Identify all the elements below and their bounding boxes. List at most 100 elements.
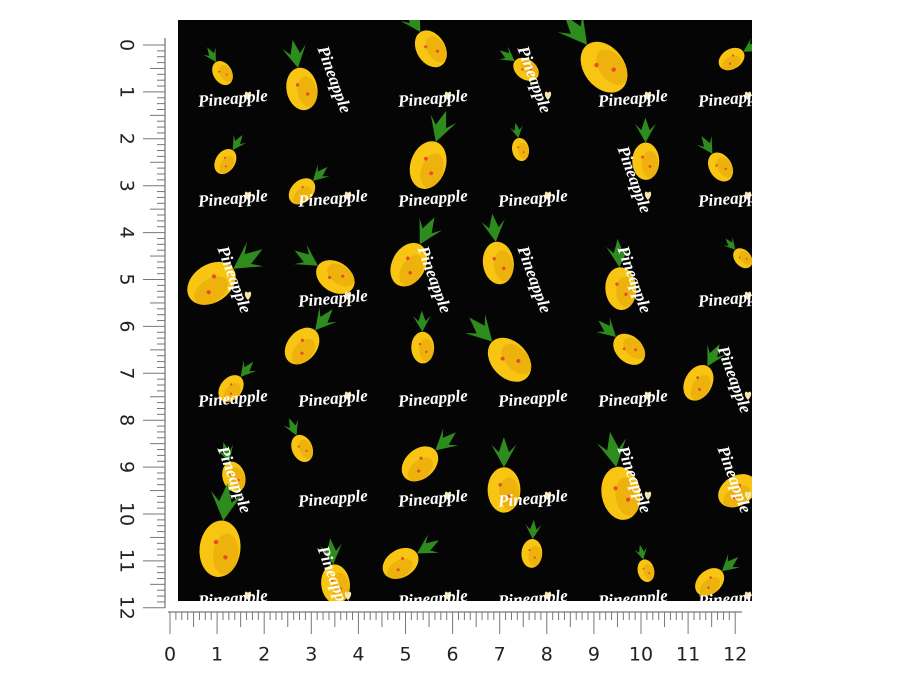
pineapple-shade: [722, 55, 741, 71]
pineapple-dot: [634, 348, 638, 352]
pineapple-dot: [648, 164, 652, 168]
pineapple-shade: [518, 142, 529, 160]
y-ruler-label: 3: [116, 180, 138, 192]
pineapple-dot: [223, 555, 228, 560]
heart: [444, 591, 452, 600]
heart: [744, 591, 752, 600]
pineapple: [632, 117, 660, 180]
pineapple-leaves: [723, 237, 736, 250]
heart: [344, 591, 352, 600]
pineapple-shade: [297, 76, 318, 107]
heart: [444, 491, 452, 500]
pineapple: [605, 238, 637, 310]
pineapple: [294, 244, 355, 294]
pineapple-dot: [300, 338, 304, 342]
pineapple-leaves: [294, 244, 318, 266]
pineapple: [214, 134, 247, 175]
pineapple: [464, 313, 532, 382]
pineapple-shade: [387, 558, 413, 579]
pineapple-dot: [424, 156, 428, 161]
heart: [244, 191, 252, 200]
pineapple: [319, 538, 350, 601]
pineapple-dot: [709, 576, 712, 579]
x-ruler-label: 6: [447, 644, 459, 666]
heart: [544, 91, 552, 100]
pineapple: [521, 519, 543, 568]
y-ruler-label: 12: [116, 596, 138, 620]
pineapple-leaves: [595, 317, 617, 337]
pineapple-leaves: [210, 483, 243, 521]
pineapple-dot: [641, 155, 645, 159]
pineapple-dot: [206, 290, 211, 295]
pineapple-shade: [641, 150, 659, 178]
pineapple-leaves: [525, 519, 542, 540]
x-ruler-label: 2: [258, 644, 270, 666]
pineapple-shade: [223, 383, 241, 402]
heart: [744, 291, 752, 300]
pineapple-shade: [690, 374, 711, 401]
pineapple-shade: [407, 457, 434, 482]
pineapple-dot: [225, 73, 228, 76]
heart: [644, 391, 652, 400]
pineapple-dot: [230, 383, 233, 386]
pineapple-dot: [516, 359, 521, 363]
pineapple-dot: [406, 256, 410, 261]
pineapple-dot: [401, 557, 405, 560]
pineapple-dot: [341, 274, 345, 278]
pineapple: [696, 135, 734, 182]
pineapple-dot: [424, 45, 428, 49]
pineapple-dot: [522, 151, 525, 154]
pineapple-dot: [728, 62, 732, 65]
pineapple-dot: [528, 548, 531, 552]
pineapple: [695, 553, 741, 596]
pineapple-dot: [745, 258, 748, 260]
pineapple-leaves: [282, 39, 306, 68]
pineapple-dot: [224, 156, 227, 159]
pineapple-dot: [408, 270, 413, 275]
pineapple-dot: [492, 257, 496, 261]
pineapple-dot: [295, 83, 300, 87]
pineapple: [218, 360, 257, 402]
x-ruler-label: 9: [588, 644, 600, 666]
pineapple-shade: [615, 477, 640, 516]
pineapple-shade: [616, 276, 636, 308]
y-ruler-label: 5: [116, 273, 138, 285]
pineapple-leaves: [481, 213, 505, 242]
pineapple: [282, 39, 318, 111]
pineapple-dot: [429, 171, 434, 176]
heart: [444, 91, 452, 100]
pineapple: [487, 436, 521, 513]
pineapple-dot: [330, 578, 334, 582]
pineapple: [481, 213, 514, 285]
pineapple: [683, 344, 726, 401]
pineapple-dot: [724, 167, 727, 171]
pineapple-dot: [733, 496, 737, 500]
x-ruler-label: 12: [723, 644, 747, 666]
pineapple-shade: [420, 153, 444, 188]
y-ruler-label: 6: [116, 320, 138, 332]
x-ruler-label: 11: [676, 644, 700, 666]
pineapple-leaves: [635, 117, 656, 143]
pineapple-leaves: [696, 135, 713, 154]
pineapple-leaves: [596, 431, 627, 468]
pineapple-dot: [521, 68, 524, 71]
pineapple-dot: [737, 483, 742, 488]
pineapple-leaves: [491, 436, 517, 468]
pineapple-shade: [298, 439, 314, 460]
pineapple-dot: [594, 62, 599, 68]
pineapple-dot: [533, 556, 536, 559]
pineapple-dot: [419, 456, 423, 460]
pineapple-shade: [520, 60, 539, 76]
pineapple-shade: [498, 477, 520, 511]
pineapple-leaves: [417, 534, 439, 554]
heart: [244, 291, 252, 300]
pineapple-leaves: [319, 538, 342, 565]
pineapple-shade: [293, 186, 312, 205]
pineapple-shade: [213, 533, 239, 575]
y-ruler-label: 9: [116, 461, 138, 473]
pineapple-dot: [502, 266, 506, 270]
pineapple-leaves: [557, 20, 588, 45]
pineapple-dot: [611, 67, 616, 72]
